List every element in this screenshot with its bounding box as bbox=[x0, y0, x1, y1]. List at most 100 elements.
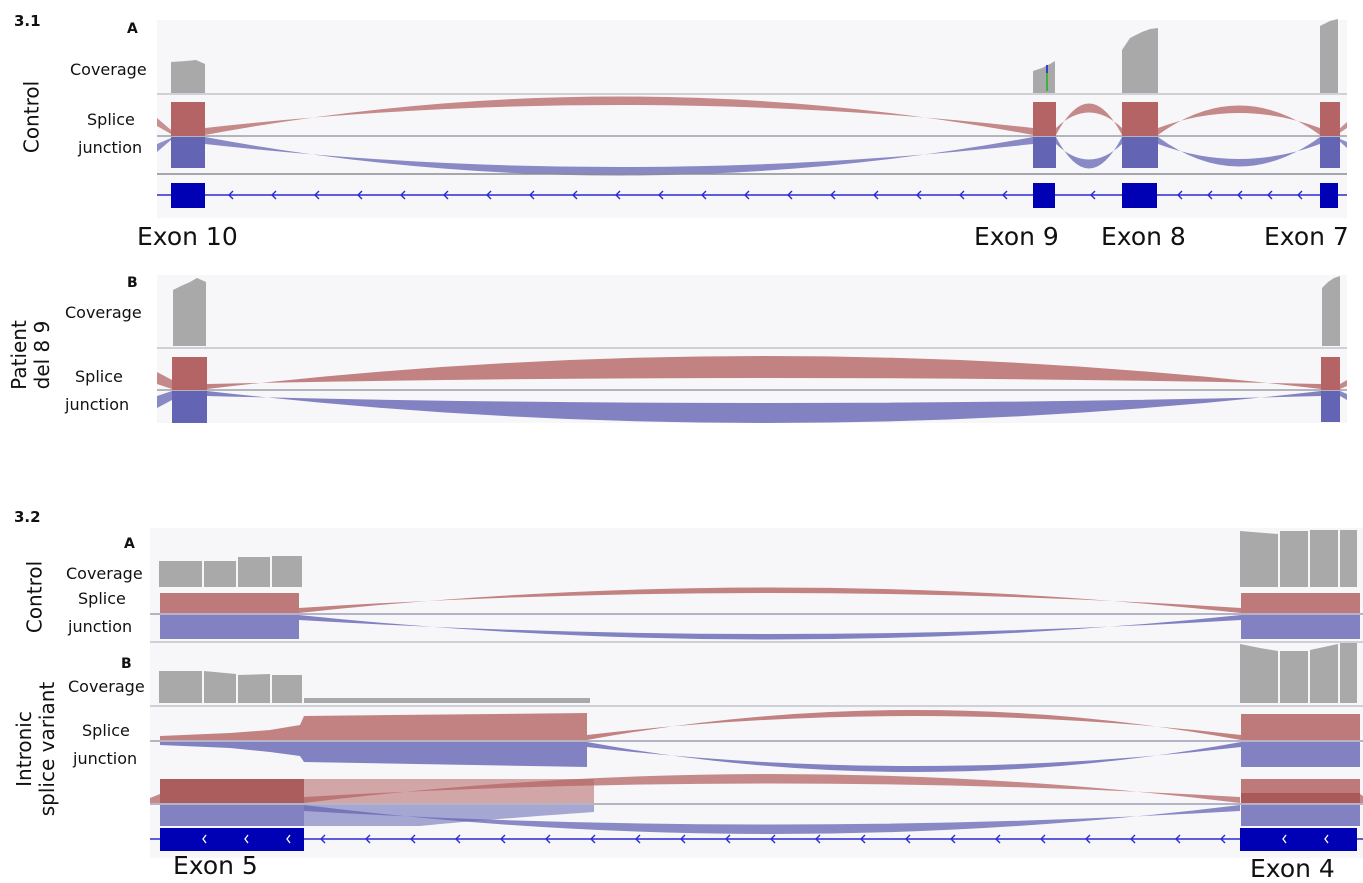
coverage-bar bbox=[159, 671, 202, 703]
exon-block-5 bbox=[160, 828, 304, 851]
coverage-track bbox=[159, 643, 1357, 703]
coverage-bar bbox=[1280, 651, 1308, 703]
coverage-bar bbox=[1280, 531, 1308, 587]
coverage-bar bbox=[159, 561, 202, 587]
junction-edge-reverse-right bbox=[1340, 391, 1347, 400]
junction-exon8-forward bbox=[1122, 102, 1158, 136]
splice-junction-track bbox=[150, 710, 1363, 772]
panel-3-2-b-tracks bbox=[150, 643, 1363, 851]
splice-junction-track-secondary bbox=[150, 774, 1363, 834]
coverage-bar bbox=[1340, 530, 1357, 587]
coverage-bar bbox=[1240, 531, 1278, 587]
junction-intronic-forward-block bbox=[160, 713, 587, 740]
coverage-bar bbox=[272, 556, 302, 587]
coverage-peak-exon10 bbox=[171, 60, 205, 93]
sample-label-control: Control bbox=[19, 80, 44, 154]
coverage-bar bbox=[1240, 644, 1278, 703]
coverage-bar bbox=[204, 561, 236, 587]
junction-edge-forward-right bbox=[1338, 122, 1347, 134]
coverage-bar bbox=[204, 671, 236, 703]
section-label-3-2: 3.2 bbox=[14, 508, 41, 526]
junction-arc-reverse-exon8-exon7 bbox=[1158, 137, 1320, 167]
junction-exon4-reverse bbox=[1241, 615, 1360, 639]
gene-model-track bbox=[157, 183, 1347, 208]
junction-exon4-forward bbox=[1241, 714, 1360, 740]
splice-track-label: Splice bbox=[78, 589, 126, 608]
coverage-bar bbox=[272, 675, 302, 703]
junction-arc-forward-exon8-exon7 bbox=[1158, 105, 1320, 135]
junction-exon5-forward bbox=[160, 593, 299, 613]
exon-block-4 bbox=[1240, 828, 1357, 851]
sample-label-patient: Patient del 8 9 bbox=[7, 320, 54, 390]
panel-label-a: A bbox=[124, 536, 135, 552]
junction-exon7-forward bbox=[1321, 357, 1340, 390]
junction-exon7-forward bbox=[1320, 102, 1340, 136]
splice-track-label: junction bbox=[65, 395, 130, 414]
junction-arc-reverse-exon10-exon9 bbox=[205, 137, 1033, 176]
coverage-peak-exon7 bbox=[1322, 276, 1340, 346]
junction-arc-reverse-exon5-exon4 bbox=[304, 805, 1240, 834]
junction-exon9-forward bbox=[1033, 102, 1056, 136]
splice-track-label: junction bbox=[68, 617, 133, 636]
exon-label: Exon 10 bbox=[137, 222, 238, 251]
coverage-bar bbox=[1340, 643, 1357, 703]
junction-exon10-reverse bbox=[172, 391, 207, 423]
coverage-peak-exon8 bbox=[1122, 28, 1158, 93]
exon-block-9 bbox=[1033, 183, 1055, 208]
junction-arc-reverse-exon9-exon8 bbox=[1056, 137, 1122, 169]
splice-junction-track bbox=[157, 356, 1347, 423]
exon-label: Exon 8 bbox=[1101, 222, 1186, 251]
splice-track-label: junction bbox=[78, 138, 143, 157]
panel-3-2-a-tracks bbox=[150, 528, 1363, 858]
exon-block-10 bbox=[171, 183, 205, 208]
junction-edge-reverse bbox=[157, 391, 172, 408]
exon-block-7 bbox=[1320, 183, 1338, 208]
junction-edge-forward-right bbox=[1360, 794, 1363, 803]
coverage-track-label: Coverage bbox=[70, 60, 147, 79]
splice-junction-track bbox=[150, 587, 1363, 640]
splice-track-label: Splice bbox=[87, 110, 135, 129]
coverage-bar bbox=[1310, 530, 1338, 587]
splice-track-label: Splice bbox=[75, 367, 123, 386]
coverage-bar bbox=[238, 674, 270, 703]
sample-label-line: del 8 9 bbox=[30, 320, 54, 390]
coverage-low-intronic bbox=[304, 698, 590, 703]
panel-label-a: A bbox=[127, 21, 138, 37]
strand-arrows bbox=[228, 190, 1303, 200]
coverage-bar bbox=[238, 557, 270, 587]
junction-exon5-reverse bbox=[160, 615, 299, 639]
exon-label: Exon 7 bbox=[1264, 222, 1349, 251]
junction-exon10-reverse bbox=[171, 137, 205, 168]
junction-arc-forward-cryptic-exon4 bbox=[587, 710, 1241, 740]
junction-edge-forward bbox=[150, 794, 160, 803]
sample-label-line: splice variant bbox=[35, 681, 59, 817]
junction-exon4-reverse bbox=[1241, 742, 1360, 767]
junction-cryptic-forward bbox=[304, 779, 594, 803]
sample-label-line: Intronic bbox=[12, 711, 36, 787]
panel-label-b: B bbox=[121, 656, 132, 672]
track-background bbox=[157, 275, 1347, 423]
junction-cryptic-reverse bbox=[304, 805, 594, 826]
section-label-3-1: 3.1 bbox=[14, 12, 41, 30]
junction-exon9-reverse bbox=[1033, 137, 1056, 168]
junction-edge-forward bbox=[157, 372, 172, 389]
exon-label: Exon 9 bbox=[974, 222, 1059, 251]
sample-label-line: Patient bbox=[7, 320, 31, 390]
sample-label-intronic: Intronic splice variant bbox=[12, 681, 59, 817]
gene-model-track bbox=[150, 828, 1363, 851]
coverage-track-label: Coverage bbox=[65, 303, 142, 322]
junction-exon7-reverse bbox=[1321, 391, 1340, 422]
coverage-variant-mark-top bbox=[1046, 65, 1048, 73]
splice-junction-track bbox=[157, 96, 1347, 176]
junction-edge-forward bbox=[157, 118, 171, 134]
coverage-track bbox=[171, 19, 1338, 93]
exon-label: Exon 4 bbox=[1250, 854, 1335, 883]
coverage-track-label: Coverage bbox=[68, 677, 145, 696]
junction-arc-forward-exon5-exon4 bbox=[299, 587, 1241, 613]
junction-exon5-forward bbox=[160, 779, 304, 803]
strand-arrows bbox=[320, 834, 1226, 844]
junction-edge-forward-right bbox=[1340, 380, 1347, 389]
coverage-track-label: Coverage bbox=[66, 564, 143, 583]
exon-block-8 bbox=[1122, 183, 1157, 208]
